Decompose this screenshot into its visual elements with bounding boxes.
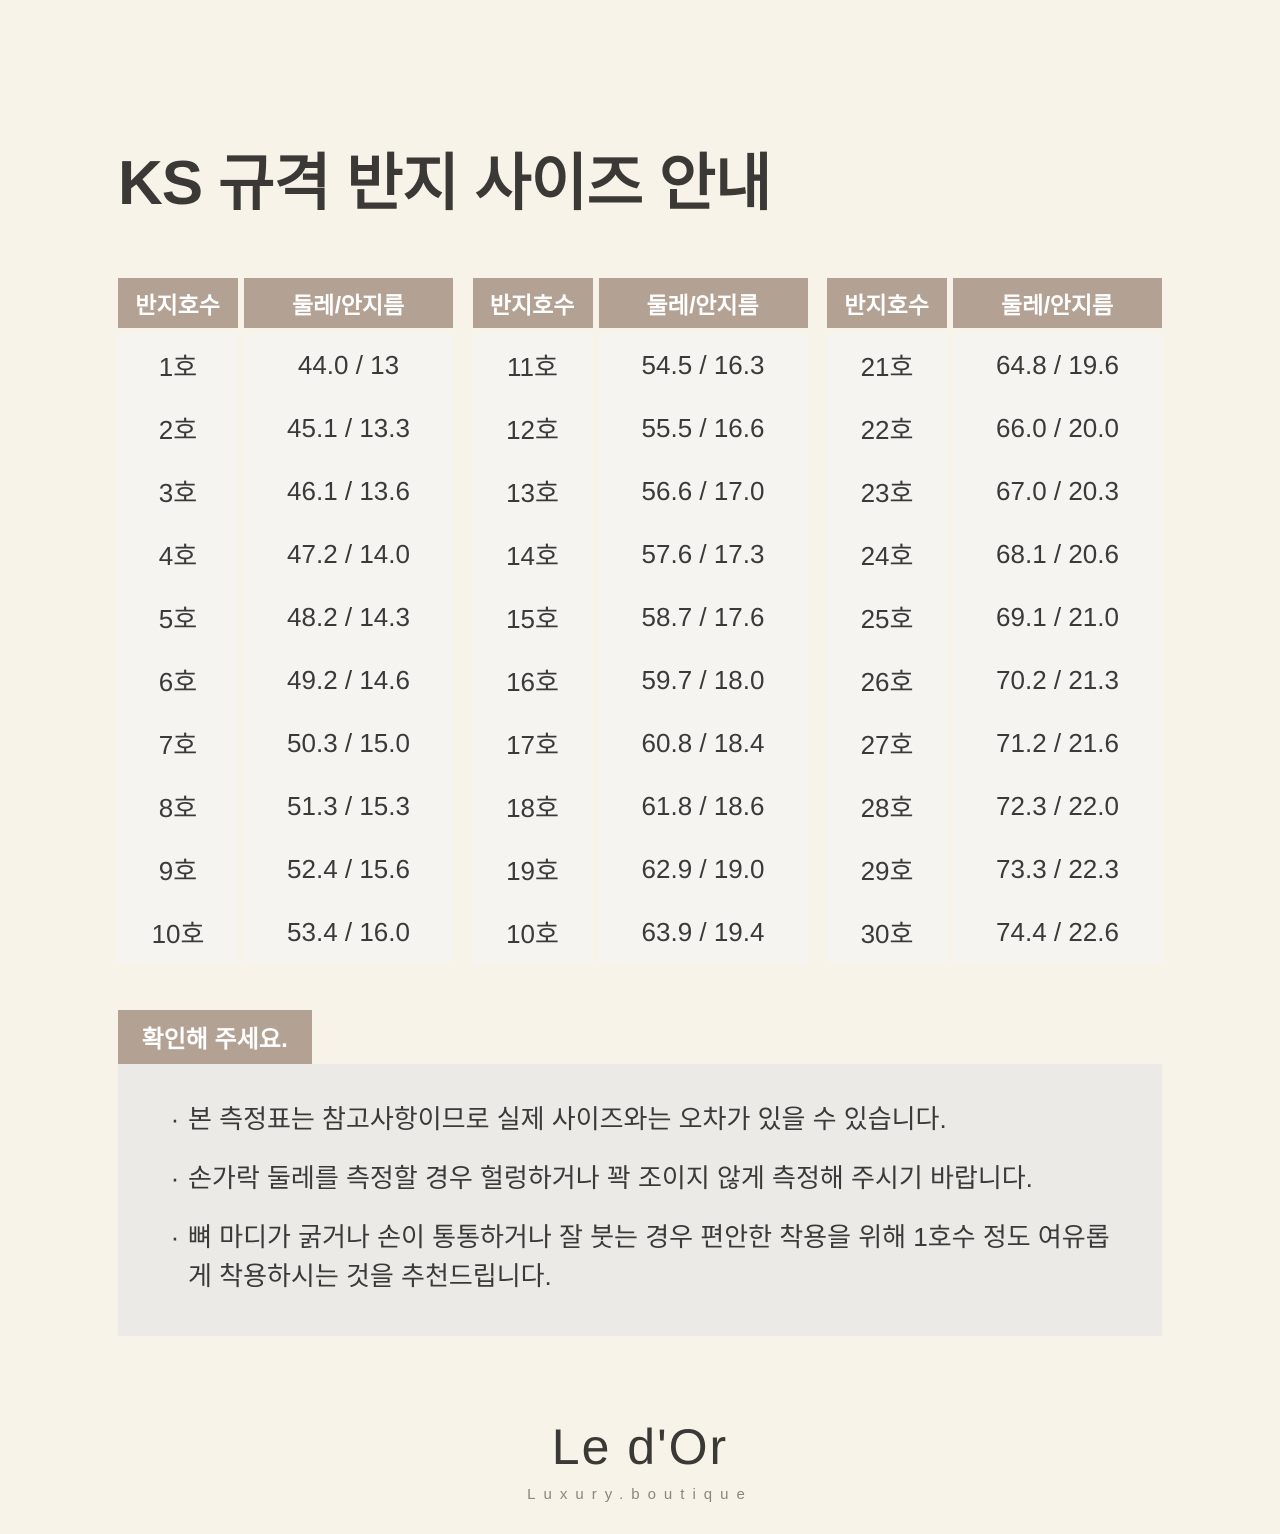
- ring-measure-cell: 70.2 / 21.3: [953, 649, 1162, 713]
- ring-measure-cell: 45.1 / 13.3: [244, 397, 453, 461]
- ring-size-table-1: 반지호수 둘레/안지름 1호 44.0 / 13 2호 45.1 / 13.3 3호 46…: [118, 278, 453, 965]
- ring-size-cell: 10호: [118, 901, 238, 965]
- notice-section: 확인해 주세요. · 본 측정표는 참고사항이므로 실제 사이즈와는 오차가 있을…: [118, 1010, 1162, 1337]
- size-column-header: 반지호수: [827, 278, 947, 329]
- notice-text: 손가락 둘레를 측정할 경우 헐렁하거나 꽉 조이지 않게 측정해 주시기 바랍…: [188, 1163, 1033, 1194]
- ring-measure-cell: 68.1 / 20.6: [953, 523, 1162, 587]
- ring-size-cell: 17호: [472, 712, 593, 776]
- table-header-row: 반지호수 둘레/안지름: [118, 278, 453, 329]
- size-column-header: 반지호수: [472, 278, 593, 329]
- ring-size-cell: 11호: [472, 334, 593, 398]
- measure-column-header: 둘레/안지름: [244, 278, 453, 329]
- ring-size-cell: 18호: [472, 775, 593, 839]
- ring-measure-cell: 51.3 / 15.3: [244, 775, 453, 839]
- ring-measure-cell: 63.9 / 19.4: [598, 901, 808, 965]
- ring-measure-cell: 60.8 / 18.4: [598, 712, 808, 776]
- ring-size-cell: 10호: [472, 901, 593, 965]
- ring-measure-cell: 54.5 / 16.3: [598, 334, 808, 398]
- ring-size-cell: 13호: [472, 460, 593, 524]
- ring-size-cell: 15호: [472, 586, 593, 650]
- page-title: KS 규격 반지 사이즈 안내: [118, 149, 772, 218]
- ring-size-cell: 24호: [827, 523, 947, 587]
- ring-measure-cell: 44.0 / 13: [244, 334, 453, 398]
- ring-measure-cell: 50.3 / 15.0: [244, 712, 453, 776]
- ring-measure-cell: 73.3 / 22.3: [953, 838, 1162, 902]
- ring-size-cell: 19호: [472, 838, 593, 902]
- ring-size-cell: 2호: [118, 397, 238, 461]
- ring-size-cell: 28호: [827, 775, 947, 839]
- table-header-row: 반지호수 둘레/안지름: [827, 278, 1162, 329]
- ring-measure-cell: 72.3 / 22.0: [953, 775, 1162, 839]
- table-body: 1호 44.0 / 13 2호 45.1 / 13.3 3호 46.1 / 13.6 4호 4…: [118, 334, 453, 965]
- ring-size-cell: 26호: [827, 649, 947, 713]
- ring-size-cell: 22호: [827, 397, 947, 461]
- ring-size-cell: 5호: [118, 586, 238, 650]
- ring-measure-cell: 61.8 / 18.6: [598, 775, 808, 839]
- ring-measure-cell: 47.2 / 14.0: [244, 523, 453, 587]
- ring-size-cell: 16호: [472, 649, 593, 713]
- ring-measure-cell: 59.7 / 18.0: [598, 649, 808, 713]
- notice-text: 본 측정표는 참고사항이므로 실제 사이즈와는 오차가 있을 수 있습니다.: [188, 1104, 947, 1135]
- ring-size-cell: 3호: [118, 460, 238, 524]
- table-body: 21호 64.8 / 19.6 22호 66.0 / 20.0 23호 67.0 / 20…: [827, 334, 1162, 965]
- ring-size-cell: 9호: [118, 838, 238, 902]
- ring-size-cell: 6호: [118, 649, 238, 713]
- ring-size-cell: 7호: [118, 712, 238, 776]
- notice-text: 뼈 마디가 굵거나 손이 통통하거나 잘 붓는 경우 편안한 착용을 위해 1호…: [188, 1222, 1110, 1292]
- ring-measure-cell: 66.0 / 20.0: [953, 397, 1162, 461]
- ring-size-cell: 8호: [118, 775, 238, 839]
- notice-item: · 손가락 둘레를 측정할 경우 헐렁하거나 꽉 조이지 않게 측정해 주시기 바…: [162, 1159, 1126, 1198]
- bullet-icon: ·: [170, 1222, 180, 1253]
- ring-measure-cell: 46.1 / 13.6: [244, 460, 453, 524]
- ring-measure-cell: 74.4 / 22.6: [953, 901, 1162, 965]
- notice-box: · 본 측정표는 참고사항이므로 실제 사이즈와는 오차가 있을 수 있습니다. ·…: [118, 1064, 1162, 1337]
- ring-measure-cell: 69.1 / 21.0: [953, 586, 1162, 650]
- ring-size-cell: 27호: [827, 712, 947, 776]
- ring-measure-cell: 57.6 / 17.3: [598, 523, 808, 587]
- ring-measure-cell: 67.0 / 20.3: [953, 460, 1162, 524]
- ring-size-cell: 30호: [827, 901, 947, 965]
- measure-column-header: 둘레/안지름: [953, 278, 1162, 329]
- notice-item: · 본 측정표는 참고사항이므로 실제 사이즈와는 오차가 있을 수 있습니다.: [162, 1100, 1126, 1139]
- ring-size-cell: 23호: [827, 460, 947, 524]
- ring-measure-cell: 56.6 / 17.0: [598, 460, 808, 524]
- ring-measure-cell: 64.8 / 19.6: [953, 334, 1162, 398]
- ring-size-table-2: 반지호수 둘레/안지름 11호 54.5 / 16.3 12호 55.5 / 16.6…: [472, 278, 808, 965]
- bullet-icon: ·: [170, 1104, 180, 1135]
- notice-item: · 뼈 마디가 굵거나 손이 통통하거나 잘 붓는 경우 편안한 착용을 위해 1…: [162, 1218, 1126, 1296]
- ring-size-cell: 1호: [118, 334, 238, 398]
- footer: Le d'Or Luxury.boutique: [118, 1418, 1162, 1503]
- ring-size-cell: 29호: [827, 838, 947, 902]
- ring-size-tables: 반지호수 둘레/안지름 1호 44.0 / 13 2호 45.1 / 13.3 3호 46…: [118, 278, 1162, 965]
- ring-measure-cell: 55.5 / 16.6: [598, 397, 808, 461]
- ring-measure-cell: 52.4 / 15.6: [244, 838, 453, 902]
- ring-measure-cell: 71.2 / 21.6: [953, 712, 1162, 776]
- brand-logo: Le d'Or: [551, 1419, 729, 1476]
- ring-measure-cell: 49.2 / 14.6: [244, 649, 453, 713]
- ring-size-cell: 25호: [827, 586, 947, 650]
- ring-measure-cell: 58.7 / 17.6: [598, 586, 808, 650]
- page-content: KS 규격 반지 사이즈 안내 반지호수 둘레/안지름 1호 44.0 / 13 2…: [118, 149, 1162, 1503]
- bullet-icon: ·: [170, 1163, 180, 1194]
- ring-size-cell: 12호: [472, 397, 593, 461]
- table-header-row: 반지호수 둘레/안지름: [472, 278, 808, 329]
- measure-column-header: 둘레/안지름: [598, 278, 808, 329]
- ring-size-table-3: 반지호수 둘레/안지름 21호 64.8 / 19.6 22호 66.0 / 20.0…: [827, 278, 1162, 965]
- notice-badge: 확인해 주세요.: [118, 1010, 312, 1065]
- brand-tagline: Luxury.boutique: [527, 1486, 753, 1504]
- size-column-header: 반지호수: [118, 278, 238, 329]
- ring-size-cell: 4호: [118, 523, 238, 587]
- ring-size-cell: 14호: [472, 523, 593, 587]
- ring-measure-cell: 62.9 / 19.0: [598, 838, 808, 902]
- ring-measure-cell: 53.4 / 16.0: [244, 901, 453, 965]
- ring-measure-cell: 48.2 / 14.3: [244, 586, 453, 650]
- table-body: 11호 54.5 / 16.3 12호 55.5 / 16.6 13호 56.6 / 17…: [472, 334, 808, 965]
- ring-size-cell: 21호: [827, 334, 947, 398]
